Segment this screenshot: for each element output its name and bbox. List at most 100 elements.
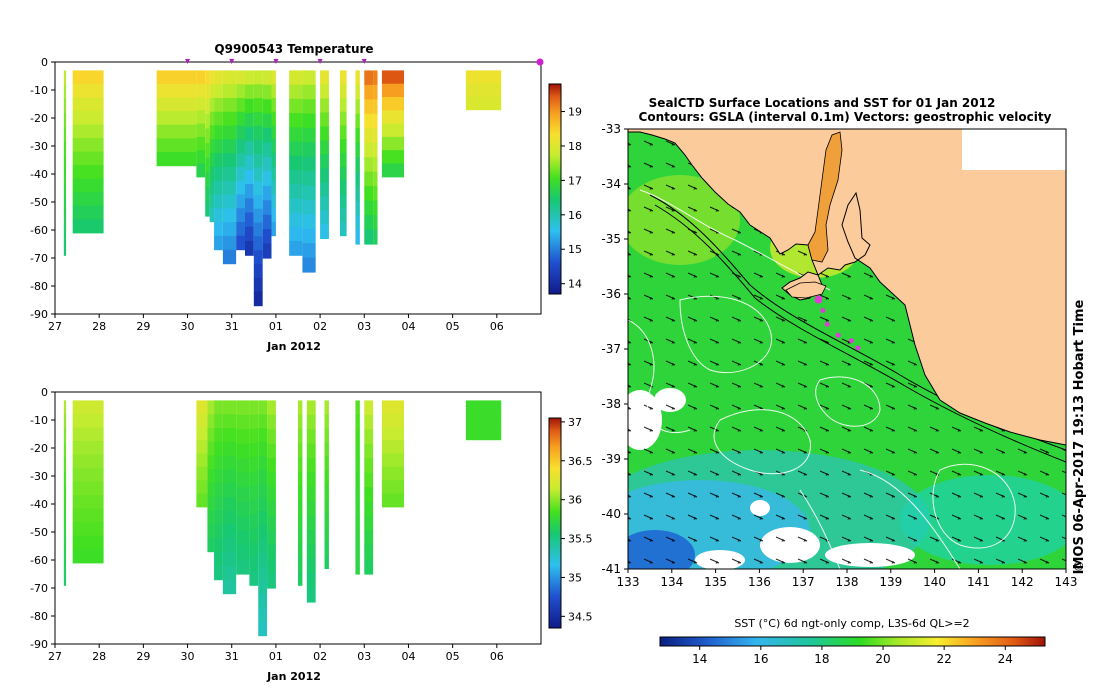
profile-column — [306, 400, 316, 603]
sealctd-location — [855, 345, 861, 351]
profile-bin — [249, 485, 259, 501]
profile-bin — [258, 455, 268, 471]
profile-bin — [258, 497, 268, 512]
profile-bin — [355, 186, 360, 202]
profile-column — [244, 70, 254, 256]
profile-marker — [536, 58, 544, 66]
profile-bin — [207, 427, 215, 443]
profile-bin — [222, 414, 237, 429]
profile-bin — [298, 414, 303, 430]
profile-bin — [196, 480, 208, 495]
x-tick-label: 01 — [269, 320, 283, 333]
profile-bin — [465, 426, 502, 441]
y-tick-label: 0 — [41, 56, 48, 69]
profile-column — [207, 400, 215, 553]
temperature-y-axis: 0 -10 -20 -30 -40 -50 -60 -70 -80 -90 — [30, 56, 55, 321]
profile-bin — [214, 166, 223, 182]
profile-bin — [324, 554, 329, 569]
lon-tick-label: 137 — [792, 575, 815, 589]
profile-column — [222, 400, 237, 595]
y-tick-label: -50 — [30, 526, 48, 539]
profile-bin — [258, 441, 268, 457]
profile-bin — [267, 544, 276, 560]
profile-bin — [302, 214, 316, 230]
profile-bin — [306, 501, 316, 517]
profile-bin — [373, 186, 378, 202]
profile-bin — [72, 400, 104, 415]
profile-bin — [364, 229, 374, 245]
profile-bin — [364, 400, 374, 416]
profile-bin — [355, 501, 360, 517]
profile-bin — [364, 99, 374, 115]
profile-bin — [320, 224, 329, 239]
profile-bin — [63, 443, 67, 458]
profile-column — [236, 70, 245, 251]
profile-bin — [339, 153, 347, 168]
y-tick-label: -90 — [30, 308, 48, 321]
profile-bin — [373, 142, 378, 158]
profile-bin — [236, 414, 250, 430]
lon-tick-label: 140 — [923, 575, 946, 589]
sst-colorbar-tick-label: 22 — [937, 652, 952, 666]
temperature-colorbar-ticks: 14 15 16 17 18 19 — [561, 106, 582, 291]
profile-bin — [63, 98, 67, 114]
profile-bin — [364, 429, 374, 445]
profile-bin — [306, 443, 316, 459]
profile-bin — [381, 97, 405, 111]
profile-column — [205, 70, 210, 217]
profile-bin — [381, 427, 405, 441]
profile-bin — [298, 499, 303, 515]
map-latitude-axis: -33 -34 -35 -36 -37 -38 -39 -40 -41 — [601, 122, 628, 576]
lat-tick-label: -40 — [601, 507, 621, 521]
profile-bin — [214, 153, 223, 168]
y-tick-label: -40 — [30, 498, 48, 511]
profile-bin — [289, 155, 303, 171]
profile-column — [320, 70, 329, 239]
x-tick-label: 29 — [136, 320, 150, 333]
profile-bin — [381, 440, 405, 455]
profile-bin — [222, 167, 237, 182]
profile-bin — [63, 240, 67, 256]
salinity-profiles — [63, 400, 502, 637]
profile-bin — [214, 235, 223, 251]
profile-column — [258, 400, 268, 637]
profile-bin — [298, 428, 303, 444]
lat-tick-label: -35 — [601, 232, 621, 246]
profile-bin — [262, 70, 272, 86]
profile-bin — [244, 155, 254, 171]
profile-column — [63, 70, 67, 256]
profile-bin — [214, 469, 223, 484]
lat-tick-label: -33 — [601, 122, 621, 136]
profile-bin — [236, 194, 245, 209]
profile-bin — [236, 180, 245, 196]
profile-bin — [298, 514, 303, 529]
profile-column — [214, 70, 223, 251]
x-tick-label: 02 — [313, 650, 327, 663]
profile-bin — [258, 594, 268, 609]
profile-bin — [306, 458, 316, 473]
profile-bin — [244, 184, 254, 199]
profile-bin — [63, 457, 67, 473]
profile-bin — [289, 84, 303, 100]
profile-bin — [364, 443, 374, 459]
profile-bin — [209, 125, 215, 140]
profile-bin — [72, 151, 104, 166]
x-tick-label: 02 — [313, 320, 327, 333]
profile-bin — [214, 111, 223, 127]
profile-bin — [214, 139, 223, 154]
lon-tick-label: 135 — [704, 575, 727, 589]
profile-bin — [205, 128, 210, 144]
spencer-gulf — [807, 131, 843, 263]
colorbar-tick-label: 34.5 — [568, 610, 593, 623]
map-field — [628, 129, 1066, 569]
profile-bin — [289, 169, 303, 185]
lon-tick-label: 139 — [879, 575, 902, 589]
profile-bin — [72, 219, 104, 234]
profile-bin — [214, 524, 223, 539]
profile-bin — [364, 414, 374, 430]
profile-bin — [222, 236, 237, 251]
profile-bin — [205, 157, 210, 173]
temperature-axes-frame — [54, 61, 542, 315]
profile-bin — [196, 163, 206, 178]
profile-bin — [355, 157, 360, 173]
